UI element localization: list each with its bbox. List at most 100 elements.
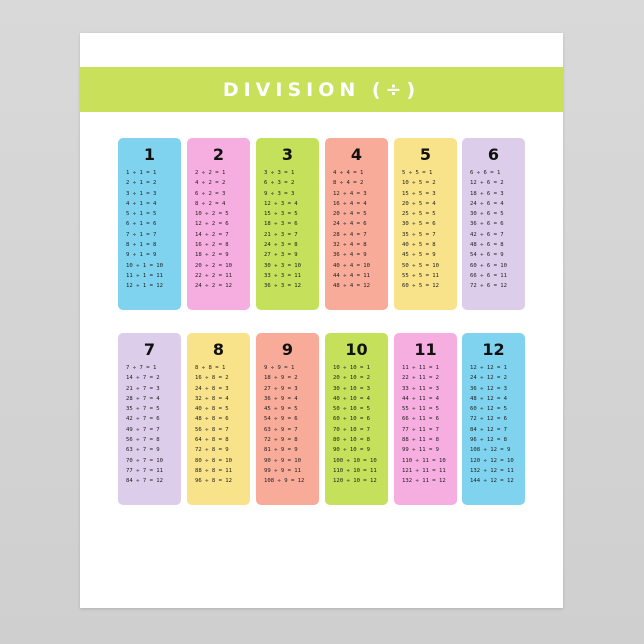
equation-line: 54 ÷ 9 = 6 bbox=[264, 416, 298, 423]
card-number: 10 bbox=[345, 340, 368, 359]
equation-line: 63 ÷ 7 = 9 bbox=[126, 447, 160, 454]
equation-line: 30 ÷ 6 = 5 bbox=[470, 211, 504, 218]
equation-line: 12 ÷ 12 = 1 bbox=[470, 365, 508, 371]
equation-line: 16 ÷ 8 = 2 bbox=[195, 375, 229, 382]
equation-line: 120 ÷ 10 = 12 bbox=[333, 478, 377, 485]
equation-line: 24 ÷ 2 = 12 bbox=[195, 283, 233, 290]
equation-line: 30 ÷ 10 = 3 bbox=[333, 385, 371, 392]
equation-line: 80 ÷ 10 = 8 bbox=[333, 437, 371, 444]
card-number: 3 bbox=[281, 145, 294, 164]
equation-line: 42 ÷ 7 = 6 bbox=[126, 416, 160, 423]
equation-line: 32 ÷ 4 = 8 bbox=[333, 242, 367, 249]
equation-line: 45 ÷ 9 = 5 bbox=[264, 406, 298, 413]
card-equations: 1 ÷ 1 = 1 2 ÷ 1 = 2 3 ÷ 1 = 3 4 ÷ 1 = 4 5 ÷ … bbox=[118, 168, 181, 292]
equation-line: 24 ÷ 12 = 2 bbox=[470, 375, 508, 382]
equation-line: 36 ÷ 3 = 12 bbox=[264, 283, 302, 290]
card-number: 5 bbox=[419, 145, 432, 164]
equation-line: 14 ÷ 7 = 2 bbox=[126, 375, 160, 382]
equation-line: 4 ÷ 1 = 4 bbox=[126, 200, 157, 207]
division-card-2: 2 2 ÷ 2 = 1 4 ÷ 2 = 2 6 ÷ 2 = 3 8 ÷ 2 = 4 10 … bbox=[187, 138, 250, 310]
equation-line: 8 ÷ 4 = 2 bbox=[333, 180, 364, 187]
equation-line: 27 ÷ 3 = 9 bbox=[264, 252, 298, 259]
equation-line: 16 ÷ 4 = 4 bbox=[333, 200, 367, 207]
equation-line: 15 ÷ 5 = 3 bbox=[402, 190, 436, 197]
equation-line: 56 ÷ 7 = 8 bbox=[126, 437, 160, 444]
equation-line: 108 ÷ 9 = 12 bbox=[264, 478, 305, 485]
equation-line: 20 ÷ 2 = 10 bbox=[195, 262, 233, 269]
division-card-6: 6 6 ÷ 6 = 1 12 ÷ 6 = 2 18 ÷ 6 = 3 24 ÷ 6 = 4… bbox=[462, 138, 525, 310]
equation-line: 48 ÷ 6 = 8 bbox=[470, 242, 504, 249]
equation-line: 96 ÷ 8 = 12 bbox=[195, 478, 233, 485]
equation-line: 64 ÷ 8 = 8 bbox=[195, 437, 229, 444]
equation-line: 20 ÷ 4 = 5 bbox=[333, 211, 367, 218]
equation-line: 121 ÷ 11 = 11 bbox=[402, 467, 446, 474]
equation-line: 12 ÷ 3 = 4 bbox=[264, 200, 298, 207]
equation-line: 60 ÷ 6 = 10 bbox=[470, 262, 508, 269]
equation-line: 40 ÷ 10 = 4 bbox=[333, 395, 371, 402]
equation-line: 33 ÷ 11 = 3 bbox=[402, 385, 440, 392]
card-equations: 6 ÷ 6 = 1 12 ÷ 6 = 2 18 ÷ 6 = 3 24 ÷ 6 = 4 3… bbox=[462, 168, 525, 292]
equation-line: 49 ÷ 7 = 7 bbox=[126, 426, 160, 433]
equation-line: 24 ÷ 8 = 3 bbox=[195, 385, 229, 392]
division-card-11: 11 11 ÷ 11 = 1 22 ÷ 11 = 2 33 ÷ 11 = 3 44 ÷ … bbox=[394, 333, 457, 505]
card-equations: 2 ÷ 2 = 1 4 ÷ 2 = 2 6 ÷ 2 = 3 8 ÷ 2 = 4 10 ÷… bbox=[187, 168, 250, 292]
card-number: 1 bbox=[143, 145, 156, 164]
equation-line: 66 ÷ 6 = 11 bbox=[470, 272, 508, 279]
equation-line: 84 ÷ 7 = 12 bbox=[126, 478, 164, 485]
equation-line: 77 ÷ 7 = 11 bbox=[126, 467, 164, 474]
equation-line: 27 ÷ 9 = 3 bbox=[264, 385, 298, 392]
equation-line: 16 ÷ 2 = 8 bbox=[195, 242, 229, 249]
equation-line: 24 ÷ 6 = 4 bbox=[470, 200, 504, 207]
equation-line: 12 ÷ 4 = 3 bbox=[333, 190, 367, 197]
equation-line: 24 ÷ 4 = 6 bbox=[333, 221, 367, 228]
division-card-3: 3 3 ÷ 3 = 1 6 ÷ 3 = 2 9 ÷ 3 = 3 12 ÷ 3 = 4 15… bbox=[256, 138, 319, 310]
equation-line: 30 ÷ 5 = 6 bbox=[402, 221, 436, 228]
equation-line: 108 ÷ 12 = 9 bbox=[470, 447, 511, 454]
card-equations: 10 ÷ 10 = 1 20 ÷ 10 = 2 30 ÷ 10 = 3 40 ÷ 10… bbox=[325, 363, 388, 487]
equation-line: 99 ÷ 11 = 9 bbox=[402, 447, 440, 454]
division-card-10: 10 10 ÷ 10 = 1 20 ÷ 10 = 2 30 ÷ 10 = 3 40 ÷ … bbox=[325, 333, 388, 505]
card-equations: 11 ÷ 11 = 1 22 ÷ 11 = 2 33 ÷ 11 = 3 44 ÷ 11… bbox=[394, 363, 457, 487]
equation-line: 44 ÷ 4 = 11 bbox=[333, 272, 371, 279]
equation-line: 10 ÷ 10 = 1 bbox=[333, 365, 371, 371]
equation-line: 5 ÷ 1 = 5 bbox=[126, 211, 157, 218]
division-card-1: 1 1 ÷ 1 = 1 2 ÷ 1 = 2 3 ÷ 1 = 3 4 ÷ 1 = 4 5 ÷… bbox=[118, 138, 181, 310]
equation-line: 144 ÷ 12 = 12 bbox=[470, 478, 514, 485]
equation-line: 84 ÷ 12 = 7 bbox=[470, 426, 508, 433]
equation-line: 21 ÷ 3 = 7 bbox=[264, 231, 298, 238]
equation-line: 10 ÷ 1 = 10 bbox=[126, 262, 164, 269]
equation-line: 1 ÷ 1 = 1 bbox=[126, 170, 157, 176]
equation-line: 70 ÷ 7 = 10 bbox=[126, 457, 164, 464]
equation-line: 2 ÷ 2 = 1 bbox=[195, 170, 226, 176]
equation-line: 12 ÷ 2 = 6 bbox=[195, 221, 229, 228]
card-equations: 7 ÷ 7 = 1 14 ÷ 7 = 2 21 ÷ 7 = 3 28 ÷ 7 = 4 3… bbox=[118, 363, 181, 487]
equation-line: 7 ÷ 7 = 1 bbox=[126, 365, 157, 371]
division-card-8: 8 8 ÷ 8 = 1 16 ÷ 8 = 2 24 ÷ 8 = 3 32 ÷ 8 = 4… bbox=[187, 333, 250, 505]
equation-line: 48 ÷ 12 = 4 bbox=[470, 395, 508, 402]
equation-line: 90 ÷ 10 = 9 bbox=[333, 447, 371, 454]
equation-line: 21 ÷ 7 = 3 bbox=[126, 385, 160, 392]
equation-line: 120 ÷ 12 = 10 bbox=[470, 457, 514, 464]
equation-line: 50 ÷ 5 = 10 bbox=[402, 262, 440, 269]
equation-line: 110 ÷ 10 = 11 bbox=[333, 467, 377, 474]
equation-line: 36 ÷ 12 = 3 bbox=[470, 385, 508, 392]
equation-line: 6 ÷ 6 = 1 bbox=[470, 170, 501, 176]
equation-line: 88 ÷ 11 = 8 bbox=[402, 437, 440, 444]
card-number: 8 bbox=[212, 340, 225, 359]
division-card-12: 12 12 ÷ 12 = 1 24 ÷ 12 = 2 36 ÷ 12 = 3 48 ÷ … bbox=[462, 333, 525, 505]
equation-line: 36 ÷ 4 = 9 bbox=[333, 252, 367, 259]
card-equations: 3 ÷ 3 = 1 6 ÷ 3 = 2 9 ÷ 3 = 3 12 ÷ 3 = 4 15 … bbox=[256, 168, 319, 292]
card-number: 12 bbox=[482, 340, 505, 359]
equation-line: 90 ÷ 9 = 10 bbox=[264, 457, 302, 464]
equation-line: 18 ÷ 3 = 6 bbox=[264, 221, 298, 228]
card-number: 6 bbox=[487, 145, 500, 164]
equation-line: 42 ÷ 6 = 7 bbox=[470, 231, 504, 238]
equation-line: 88 ÷ 8 = 11 bbox=[195, 467, 233, 474]
equation-line: 50 ÷ 10 = 5 bbox=[333, 406, 371, 413]
equation-line: 40 ÷ 8 = 5 bbox=[195, 406, 229, 413]
equation-line: 12 ÷ 1 = 12 bbox=[126, 283, 164, 290]
equation-line: 18 ÷ 2 = 9 bbox=[195, 252, 229, 259]
card-number: 4 bbox=[350, 145, 363, 164]
poster-title: DIVISION (÷) bbox=[222, 78, 421, 101]
equation-line: 81 ÷ 9 = 9 bbox=[264, 447, 298, 454]
